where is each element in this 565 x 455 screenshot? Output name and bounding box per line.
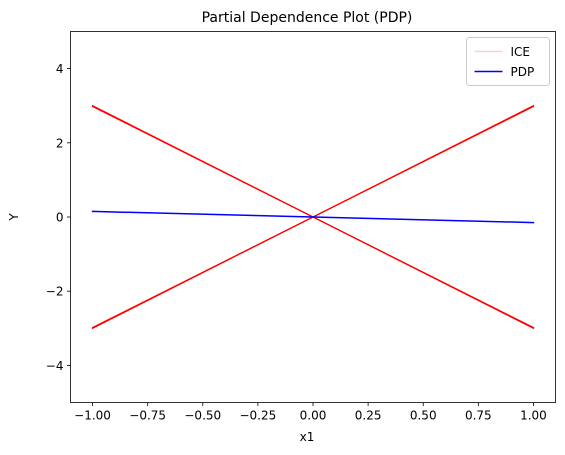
y-axis-label: Y — [7, 213, 21, 222]
x-tick-label: −0.25 — [239, 409, 276, 423]
legend: ICE PDP — [466, 37, 550, 86]
x-tick-label: 0.75 — [465, 409, 492, 423]
x-tick-label: 1.00 — [520, 409, 547, 423]
x-axis-label: x1 — [300, 430, 315, 444]
x-tick-label: 0.00 — [300, 409, 327, 423]
y-tick-label: 4 — [56, 62, 64, 76]
y-tick-label: −2 — [46, 285, 64, 299]
x-tick-label: −0.50 — [184, 409, 221, 423]
x-tick-label: 0.25 — [355, 409, 382, 423]
chart-title: Partial Dependence Plot (PDP) — [202, 10, 413, 26]
plot-area — [91, 104, 535, 330]
pdp-line — [91, 210, 535, 224]
legend-box — [466, 37, 550, 86]
y-tick-label: 2 — [56, 136, 64, 150]
y-tick-label: −4 — [46, 359, 64, 373]
legend-label-pdp: PDP — [511, 65, 535, 79]
legend-label-ice: ICE — [511, 45, 531, 59]
y-tick-label: 0 — [56, 211, 64, 225]
x-tick-label: −1.00 — [74, 409, 111, 423]
x-tick-label: −0.75 — [129, 409, 166, 423]
axes: −1.00 −0.75 −0.50 −0.25 0.00 0.25 0.50 0.75 1.00… — [46, 31, 556, 423]
x-tick-label: 0.50 — [410, 409, 437, 423]
